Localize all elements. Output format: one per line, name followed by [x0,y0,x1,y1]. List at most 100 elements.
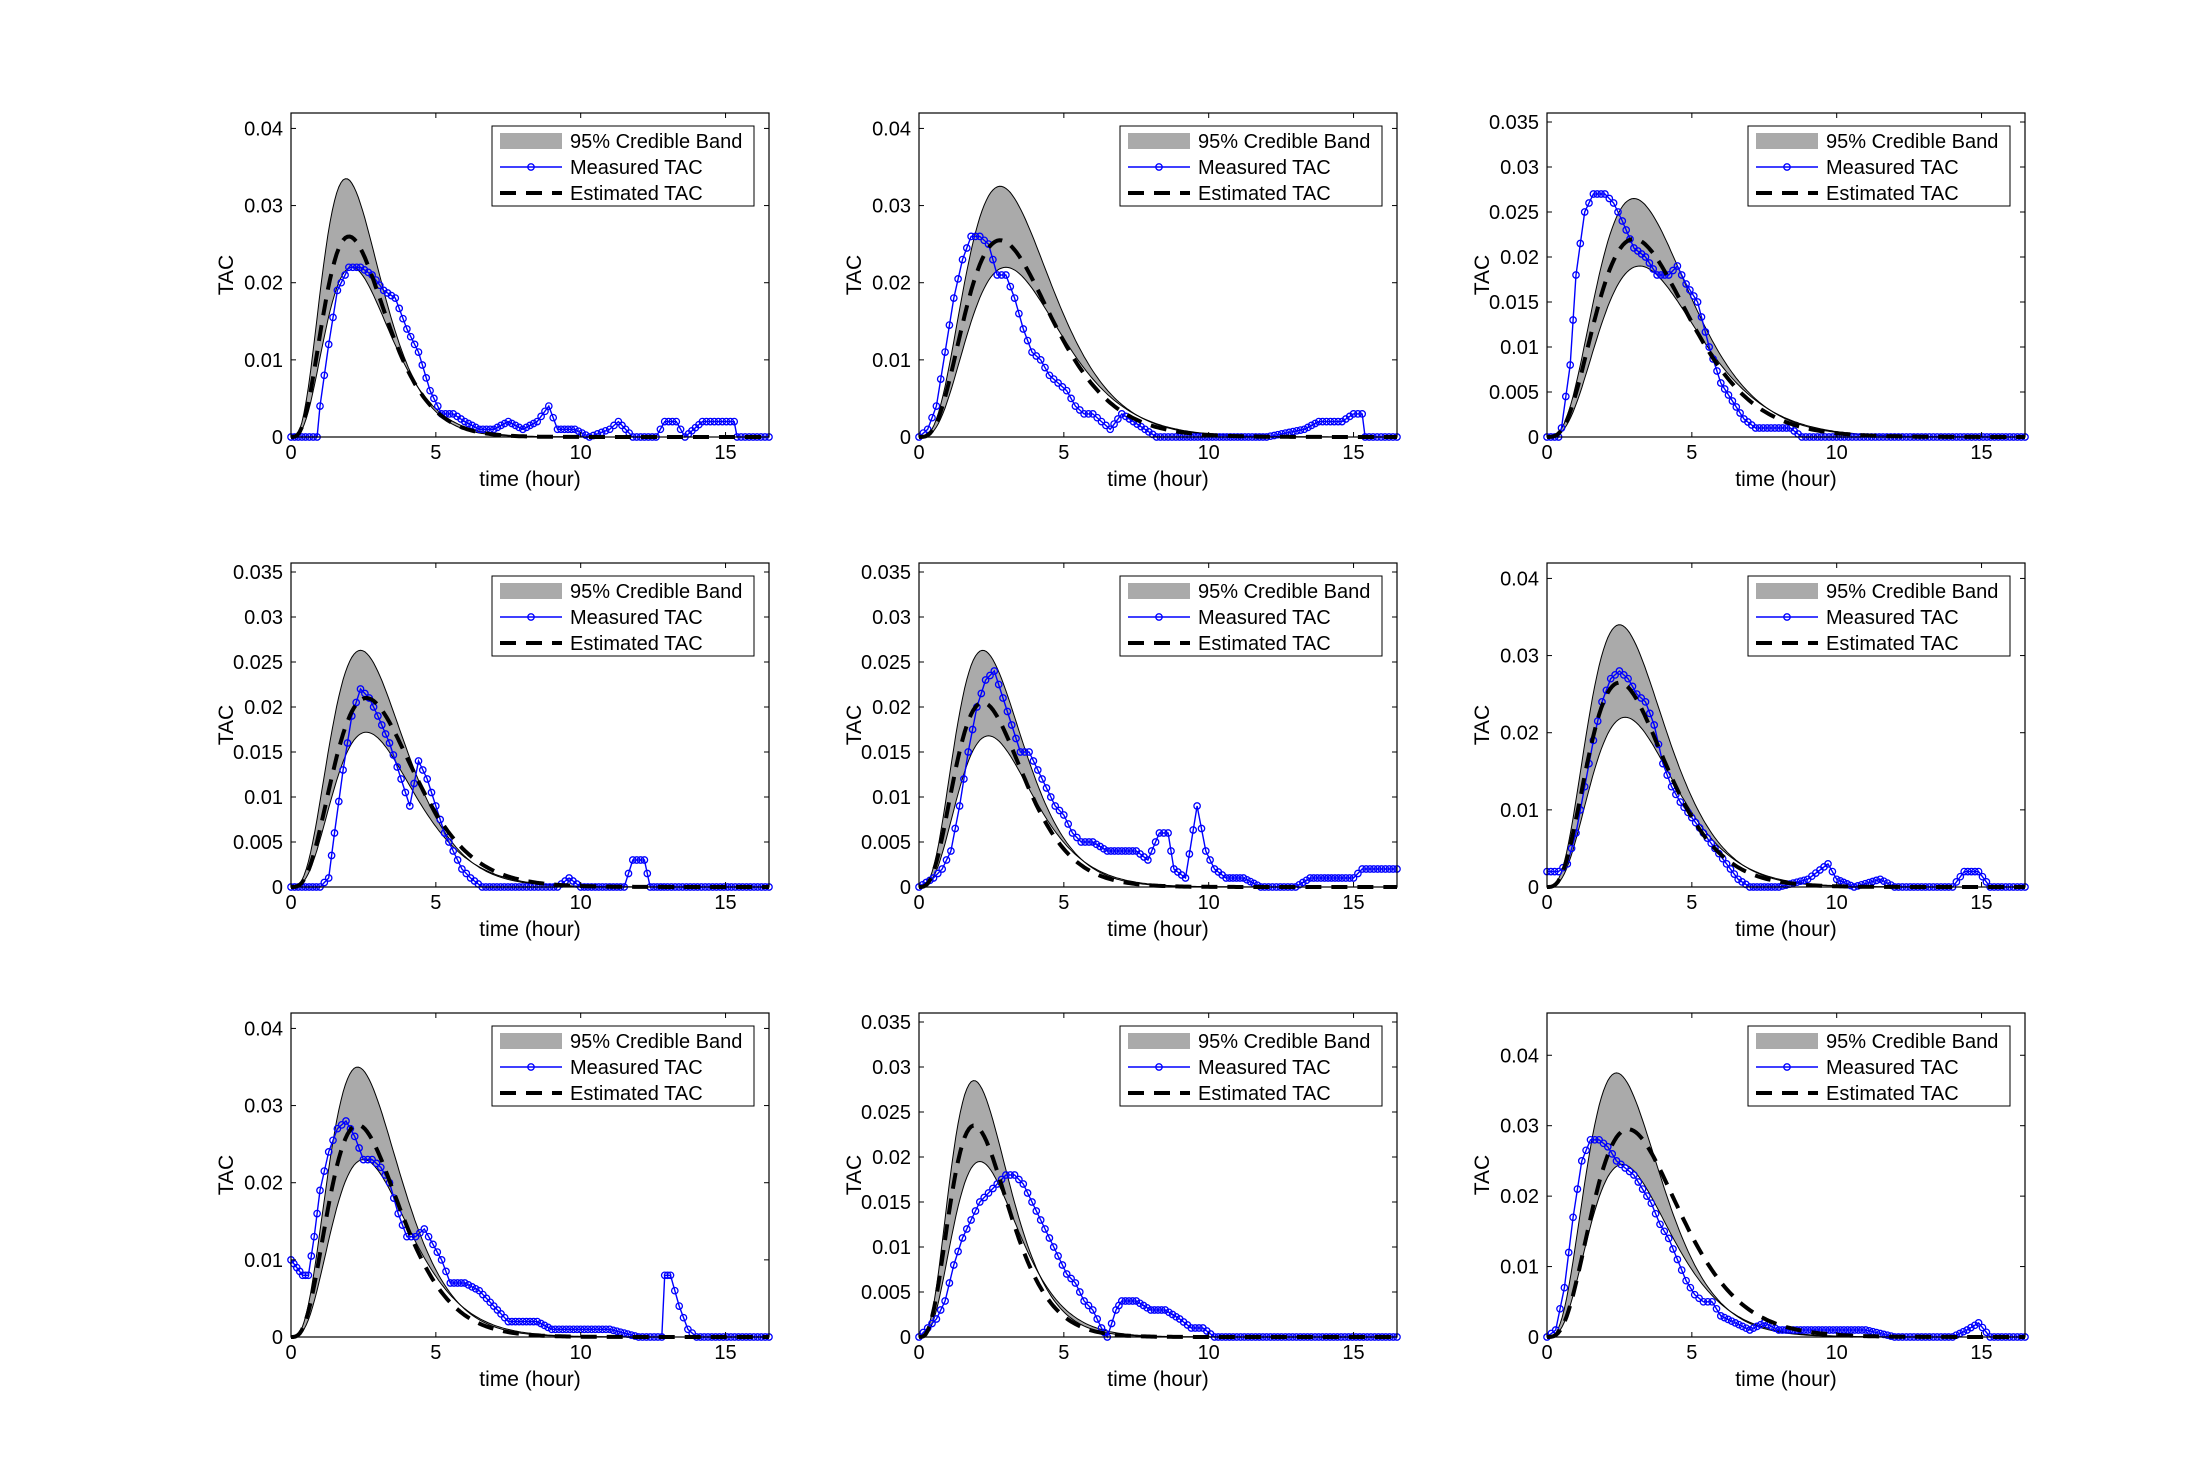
measured-tac-point [1601,190,1609,198]
legend-band-swatch [1756,1033,1818,1049]
legend-measured-marker [527,613,535,621]
measured-tac-point [1106,425,1115,434]
measured-tac-point [958,1234,967,1242]
measured-tac-point [1029,757,1038,765]
x-tick-label: 0 [1541,1342,1552,1364]
measured-tac-point [1720,1313,1729,1322]
measured-tac-point [345,263,353,272]
x-tick-label: 15 [1970,1342,1992,1364]
measured-tac-point [565,1325,574,1334]
measured-tac-point [1369,865,1378,873]
y-tick-label: 0.025 [233,652,283,674]
measured-tac-point [1686,1283,1695,1292]
measured-tac-point [1657,271,1665,279]
x-tick-label: 15 [714,892,736,914]
measured-tac-point [718,417,727,426]
y-tick-label: 0.01 [244,350,283,372]
measured-tac-point [1307,421,1316,430]
measured-tac-point [962,1225,971,1233]
measured-tac-point [339,766,347,774]
measured-tac-point [301,1271,310,1280]
measured-tac-point [410,340,419,349]
x-tick-label: 10 [1198,892,1220,914]
y-tick-label: 0.03 [872,607,911,629]
measured-tac-point [1732,403,1741,411]
measured-tac-point [1569,1213,1577,1222]
measured-tac-point [660,417,669,426]
measured-tac-point [1716,1312,1725,1320]
x-tick-label: 10 [1826,442,1848,464]
measured-tac-point [698,417,707,426]
measured-tac-point [389,751,398,759]
measured-tac-point [1080,410,1088,418]
y-axis-label: TAC [843,705,866,745]
measured-tac-point [411,1232,420,1241]
measured-tac-point [1206,856,1214,864]
measured-tac-point [1019,1180,1028,1188]
measured-tac-point [1774,1326,1783,1334]
measured-tac-point [942,856,951,864]
measured-tac-point [1774,424,1783,432]
legend-label-measured: Measured TAC [570,607,703,629]
y-tick-label: 0.015 [233,742,283,764]
measured-tac-point [406,332,415,341]
y-tick-label: 0.03 [244,607,283,629]
measured-tac-point [479,425,487,434]
legend-measured-marker [1783,163,1791,171]
x-tick-label: 5 [1058,442,1069,464]
x-tick-label: 15 [1970,892,1992,914]
measured-tac-point [1381,865,1390,873]
measured-tac-point [450,1279,458,1287]
x-axis-label: time (hour) [479,468,581,491]
measured-tac-point [1868,877,1877,886]
measured-tac-point [1970,1321,1979,1330]
measured-tac-point [350,1132,359,1141]
measured-tac-point [1557,424,1566,432]
measured-tac-point [1059,811,1068,819]
measured-tac-point [1015,1175,1023,1184]
measured-tac-point [1075,1288,1084,1296]
measured-tac-point [355,1144,363,1152]
x-tick-label: 5 [430,892,441,914]
measured-tac-point [1736,409,1744,417]
y-tick-label: 0.04 [872,118,911,140]
measured-tac-point [391,294,400,302]
measured-tac-point [1771,424,1779,432]
legend-label-measured: Measured TAC [1198,1057,1331,1079]
measured-tac-point [1306,874,1314,882]
measured-tac-point [1270,431,1279,440]
measured-tac-point [1650,721,1659,729]
legend-measured-marker [1155,163,1163,171]
measured-tac-point [401,788,410,797]
measured-tac-point [1567,844,1576,853]
y-tick-label: 0.02 [244,697,283,719]
measured-tac-point [1045,1234,1054,1242]
measured-tac-point [989,255,997,264]
measured-tac-point [1147,847,1156,855]
measured-tac-point [1103,847,1112,855]
measured-tac-point [1071,1279,1080,1287]
measured-tac-point [1731,1319,1740,1327]
measured-tac-point [526,1317,534,1326]
measured-tac-point [504,1317,513,1326]
measured-tac-point [376,1163,385,1172]
measured-tac-point [1358,865,1367,873]
measured-tac-point [1605,194,1614,203]
measured-tac-point [1097,417,1106,426]
measured-tac-point [993,271,1002,279]
legend-label-estimated: Estimated TAC [1198,1083,1331,1105]
measured-tac-point [320,371,329,380]
axes-box [1546,112,2026,438]
measured-tac-point [475,425,484,434]
measured-tac-point [453,1279,462,1287]
measured-tac-point [1603,1142,1612,1151]
measured-tac-point [1669,1245,1677,1253]
measured-tac-point [1385,865,1394,873]
measured-tac-point [551,1325,560,1334]
measured-tac-point [416,1229,424,1237]
subplot-grid: 0 5 10 15 0 0.01 0.02 0.03 0.04 time (hour) TAC 95%… [215,112,2029,1391]
measured-tac-point [418,766,427,774]
y-tick-label: 0.025 [861,1102,911,1124]
measured-tac-point [333,286,342,295]
measured-tac-point [980,236,989,245]
